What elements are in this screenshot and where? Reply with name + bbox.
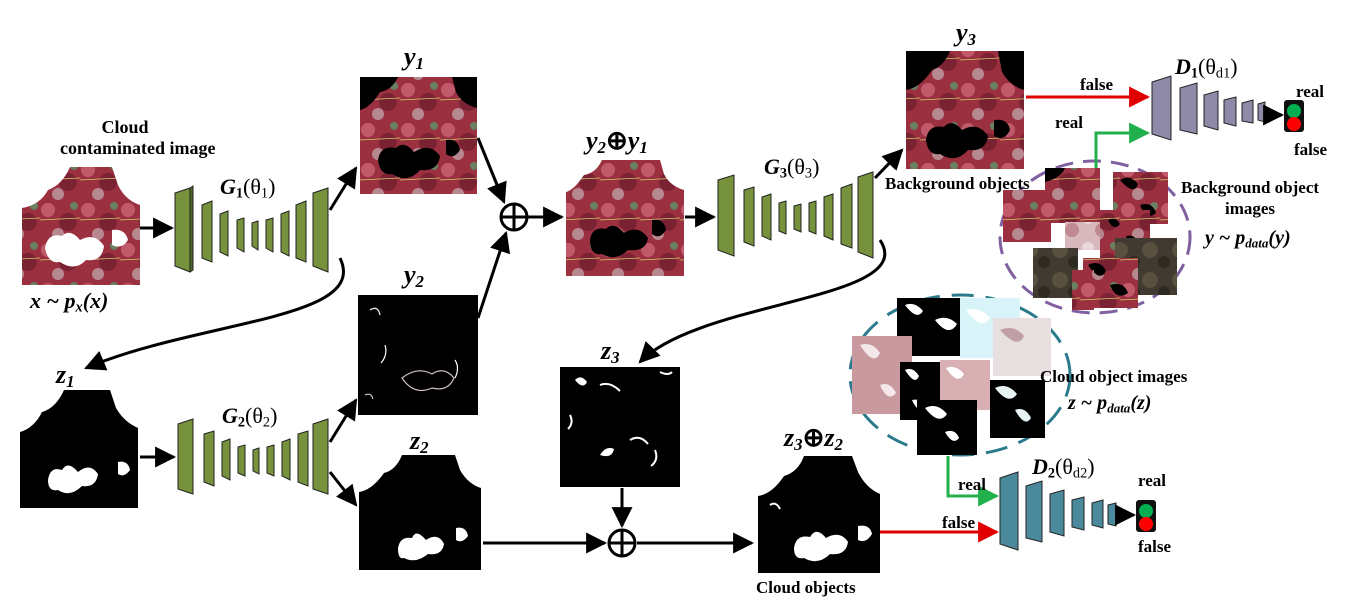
background-objects-label: Background objects <box>885 174 1030 193</box>
y1-image <box>360 77 477 194</box>
z3-label: z3 <box>601 336 620 368</box>
cloud-object-images-label: Cloud object images <box>1040 367 1188 386</box>
traffic-light-icon <box>1284 100 1304 132</box>
discriminator-d1 <box>1151 75 1266 141</box>
real-label-d2: real <box>958 475 987 494</box>
z2-label: z2 <box>410 426 429 458</box>
direct-sum-icon <box>499 202 529 232</box>
generator-g1 <box>174 185 329 273</box>
d2-label: D2(θd2) <box>1032 454 1095 482</box>
x-distribution-label: x ~ px(x) <box>30 288 109 316</box>
direct-sum-icon <box>607 528 637 558</box>
background-object-images-label-line2: images <box>1224 199 1276 218</box>
generator-g2 <box>177 418 329 495</box>
g1-label: G1(θ1) <box>220 174 276 202</box>
z1-label: z1 <box>56 360 75 392</box>
cloud-contaminated-label-line1: Cloud <box>101 117 149 137</box>
y3-image <box>906 51 1024 169</box>
y3-label: y3 <box>956 18 976 50</box>
cloud-objects-label: Cloud objects <box>756 578 856 597</box>
d1-label: D1(θd1) <box>1175 54 1238 82</box>
discriminator-d2 <box>999 471 1117 551</box>
generator-g3 <box>717 171 874 259</box>
output-real-label-d1: real <box>1296 82 1325 101</box>
background-object-images-label-line1: Background object <box>1180 178 1320 197</box>
g2-label: G2(θ2) <box>222 403 278 431</box>
y2-plus-y1-image <box>566 160 684 276</box>
real-arrows <box>946 122 1151 507</box>
traffic-light-icon <box>1136 500 1156 532</box>
g3-label: G3(θ3) <box>764 154 820 182</box>
output-false-label-d2: false <box>1138 537 1172 556</box>
cloud-contaminated-label-line2: contaminated image <box>60 138 216 158</box>
z2-image <box>359 455 481 570</box>
cloud-object-images-cluster <box>848 293 1072 457</box>
y1-label: y1 <box>404 42 424 74</box>
z3-plus-z2-image <box>758 456 880 573</box>
false-arrows <box>880 86 1151 543</box>
y-distribution-label: y ~ pdata(y) <box>1205 227 1291 251</box>
flow-arrows <box>84 104 1285 554</box>
y2-image <box>358 295 478 415</box>
output-false-label-d1: false <box>1294 140 1328 159</box>
y2-oplus-y1-label: y2⊕y1 <box>586 126 648 158</box>
z3-oplus-z2-label: z3⊕z2 <box>784 423 843 455</box>
false-label-d1: false <box>1080 75 1114 94</box>
false-label-d2: false <box>942 513 976 532</box>
z-distribution-label: z ~ pdata(z) <box>1068 392 1152 416</box>
z1-image <box>20 390 138 508</box>
cloud-contaminated-image <box>22 167 140 285</box>
output-real-label-d2: real <box>1138 471 1167 490</box>
y2-label: y2 <box>404 260 424 292</box>
real-label-d1: real <box>1055 113 1084 132</box>
z3-image <box>560 367 680 487</box>
